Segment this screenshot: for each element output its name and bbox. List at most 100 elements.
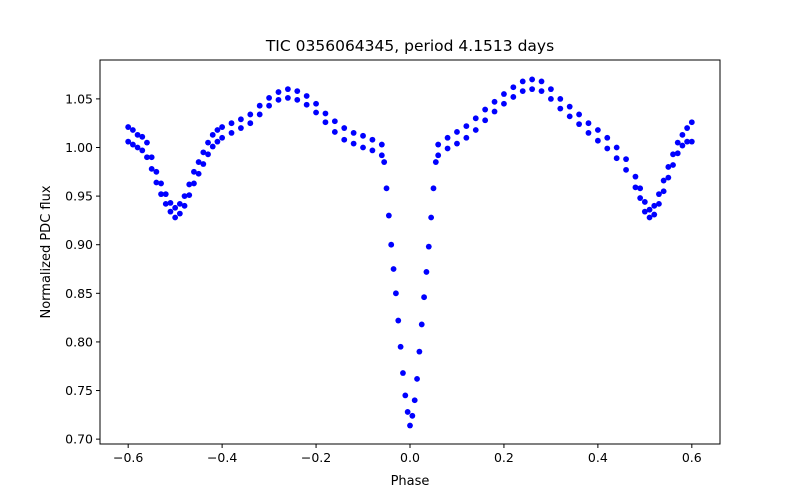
- data-point: [238, 116, 244, 123]
- data-point: [228, 130, 235, 136]
- data-point: [200, 149, 207, 156]
- data-point: [195, 170, 202, 177]
- data-point: [548, 86, 554, 93]
- data-point: [435, 141, 442, 148]
- data-point: [665, 164, 672, 170]
- data-point: [414, 375, 420, 382]
- data-point: [688, 119, 695, 126]
- data-point: [134, 131, 141, 138]
- data-point: [266, 102, 272, 109]
- y-tick-label: 1.05: [65, 91, 93, 106]
- data-point: [632, 173, 639, 180]
- data-point: [491, 108, 498, 115]
- data-point: [623, 156, 629, 163]
- data-point: [594, 127, 601, 133]
- data-point: [385, 212, 392, 219]
- data-point: [284, 95, 291, 101]
- data-point: [613, 155, 620, 162]
- data-point: [191, 180, 197, 187]
- data-point: [585, 130, 592, 136]
- data-point: [482, 106, 489, 113]
- data-point: [454, 140, 460, 147]
- data-point: [538, 78, 545, 85]
- data-point: [167, 208, 174, 215]
- data-point: [566, 113, 573, 120]
- data-point: [679, 142, 686, 149]
- data-point: [390, 266, 397, 272]
- data-point: [435, 152, 442, 159]
- data-point: [125, 124, 132, 130]
- data-point: [425, 243, 432, 250]
- data-point: [454, 129, 460, 135]
- data-points: [125, 76, 695, 429]
- data-point: [303, 101, 310, 108]
- x-tick-label: 0.4: [588, 450, 608, 465]
- data-point: [247, 120, 254, 127]
- data-point: [228, 120, 235, 127]
- y-tick-label: 0.70: [65, 432, 93, 447]
- data-point: [409, 412, 416, 419]
- data-point: [322, 119, 329, 126]
- y-tick-label: 0.95: [65, 189, 93, 204]
- data-point: [510, 94, 517, 100]
- data-point: [181, 202, 188, 209]
- data-point: [418, 321, 425, 328]
- data-point: [557, 95, 564, 102]
- data-point: [134, 144, 141, 151]
- data-point: [463, 123, 470, 130]
- data-point: [219, 134, 226, 141]
- data-point: [341, 136, 348, 143]
- data-point: [209, 131, 216, 138]
- data-point: [256, 111, 263, 118]
- data-point: [432, 159, 439, 165]
- data-point: [341, 125, 348, 131]
- data-point: [529, 86, 536, 93]
- data-point: [665, 174, 672, 181]
- x-tick-label: 0.6: [682, 450, 702, 465]
- data-point: [576, 121, 582, 128]
- data-point: [378, 141, 385, 148]
- data-point: [153, 179, 160, 186]
- data-point: [501, 100, 507, 107]
- data-point: [214, 138, 221, 145]
- data-point: [646, 214, 653, 221]
- data-point: [369, 147, 376, 154]
- data-point: [176, 210, 183, 217]
- data-point: [679, 131, 686, 138]
- y-tick-label: 0.80: [65, 334, 93, 349]
- data-point: [360, 144, 366, 151]
- data-point: [684, 125, 691, 131]
- data-point: [256, 102, 263, 109]
- data-point: [566, 103, 573, 110]
- data-point: [214, 127, 221, 133]
- data-point: [519, 78, 526, 85]
- data-point: [322, 110, 329, 117]
- data-point: [158, 191, 164, 198]
- data-point: [313, 100, 319, 107]
- data-point: [313, 109, 319, 116]
- data-point: [181, 193, 188, 200]
- data-point: [388, 241, 395, 248]
- x-tick-label: 0.0: [400, 450, 420, 465]
- data-point: [594, 137, 601, 144]
- data-point: [660, 188, 667, 195]
- data-point: [482, 117, 489, 124]
- data-point: [266, 95, 272, 101]
- x-axis: −0.6 −0.4 −0.2 0.0 0.2 0.4 0.6: [113, 444, 702, 465]
- x-tick-label: −0.2: [301, 450, 331, 465]
- data-point: [167, 200, 174, 206]
- data-point: [684, 138, 691, 145]
- data-point: [294, 88, 301, 95]
- data-point: [350, 130, 357, 136]
- data-point: [247, 111, 254, 118]
- data-point: [472, 127, 479, 133]
- data-point: [548, 95, 554, 102]
- data-point: [641, 199, 648, 205]
- data-point: [646, 206, 653, 213]
- data-point: [148, 154, 155, 161]
- data-point: [153, 168, 160, 175]
- data-point: [491, 98, 498, 105]
- data-point: [275, 89, 282, 95]
- y-tick-label: 0.90: [65, 237, 93, 252]
